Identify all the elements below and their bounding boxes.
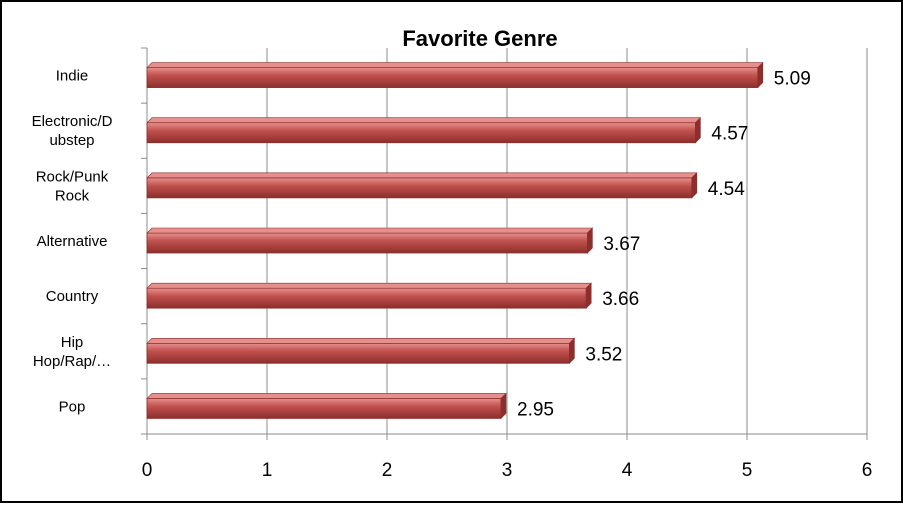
bar-top-face [146, 62, 764, 68]
data-label: 4.54 [708, 179, 745, 200]
axes [141, 47, 868, 440]
bar-end-face [585, 282, 592, 309]
bar-end-face [757, 61, 764, 89]
data-label: 5.09 [774, 69, 811, 90]
bar [146, 177, 693, 199]
category-label: Electronic/D ubstep [32, 113, 113, 149]
bar-top-face [146, 393, 507, 399]
data-label: 3.67 [603, 234, 640, 255]
bar-end-face [691, 172, 698, 199]
bar-top-face [146, 117, 702, 124]
category-label: Country [46, 288, 99, 305]
data-label: 3.52 [585, 344, 622, 365]
category-label: Rock/Punk Rock [36, 168, 109, 204]
category-label: Pop [59, 398, 86, 415]
x-tick-label: 4 [622, 460, 633, 481]
category-label: Indie [56, 68, 89, 85]
x-tick-label: 1 [262, 460, 273, 481]
data-label: 2.95 [517, 399, 554, 420]
bar-top-face [146, 337, 576, 344]
x-tick-label: 0 [142, 460, 153, 481]
chart-title: Favorite Genre [402, 26, 557, 51]
data-label: 3.66 [602, 289, 639, 310]
bar [146, 67, 759, 88]
bar-end-face [569, 337, 575, 365]
bar [146, 232, 588, 254]
x-tick-label: 6 [862, 460, 873, 481]
category-label: Alternative [37, 233, 108, 250]
x-tick-label: 5 [742, 460, 753, 481]
bar-end-face [695, 116, 701, 144]
bar [146, 122, 696, 144]
bar-end-face [587, 227, 593, 254]
bars [146, 61, 764, 420]
bar [146, 342, 570, 364]
bar [146, 398, 502, 419]
x-tick-label: 3 [502, 460, 513, 481]
x-tick-label: 2 [382, 460, 393, 481]
bar-top-face [146, 282, 592, 289]
bar-end-face [500, 392, 507, 420]
labels: 0 1 2 3 4 5 6 5.09 Indie 4.57 Electronic/D ubstep 4.… [32, 68, 873, 481]
bar-top-face [146, 172, 698, 179]
data-label: 4.57 [711, 124, 748, 145]
bar-top-face [146, 227, 594, 234]
bar [146, 287, 587, 309]
category-label: Hip Hop/Rap/… [33, 334, 111, 370]
